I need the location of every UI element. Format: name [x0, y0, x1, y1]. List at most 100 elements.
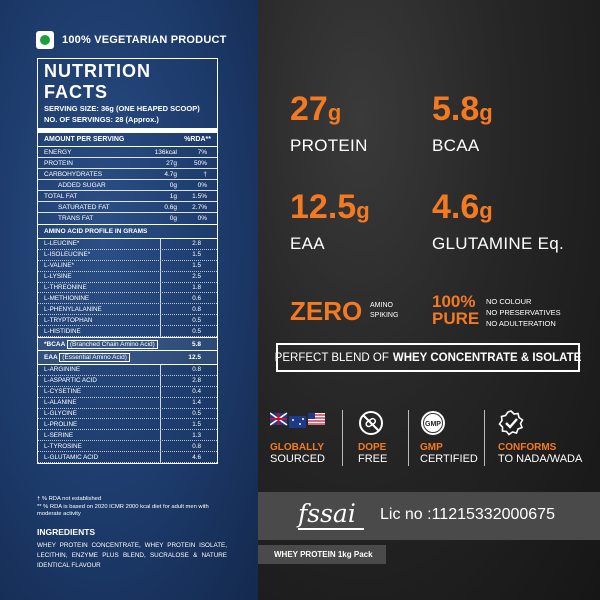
amino-value: 2.8 [192, 377, 201, 385]
stat-glutamine: 4.6g GLUTAMINE Eq. [432, 190, 564, 254]
nutrient-rda: † [203, 170, 207, 178]
amino-label: L-TRYPTOPHAN [44, 315, 161, 326]
amino-value: 1.4 [192, 399, 201, 407]
amino-title: AMINO ACID PROFILE IN GRAMS [38, 225, 217, 239]
blend-bold: WHEY CONCENTRATE & ISOLATE [392, 351, 582, 364]
stat-label: EAA [290, 234, 325, 253]
nutrition-panel: 100% VEGETARIAN PRODUCT NUTRITION FACTS … [0, 0, 258, 600]
amino-label: L-PHENYLALANINE [44, 304, 161, 315]
stat-unit: g [327, 100, 342, 125]
nutrient-label: SATURATED FAT [58, 203, 110, 211]
nutrition-header: AMOUNT PER SERVING %RDA** [38, 133, 217, 147]
amino-label: L-SERINE [44, 430, 161, 441]
amino-value: 0.8 [192, 305, 201, 313]
nutrient-row: SATURATED FAT 0.6g 2.7% [38, 202, 217, 213]
zero-heading: ZERO [290, 296, 363, 326]
bcaa-full: (Branched Chain Amino Acid) [66, 339, 158, 349]
amino-value: 0.5 [192, 316, 201, 324]
serving-size: SERVING SIZE: 36g (ONE HEAPED SCOOP) [44, 104, 200, 113]
nutrient-rda: 1.5% [192, 192, 207, 200]
badge-dope-free: DOPE FREE [358, 410, 387, 465]
nutrient-label: PROTEIN [44, 159, 73, 167]
amino-value: 1.8 [192, 284, 201, 291]
stat-protein: 27g PROTEIN [290, 92, 368, 156]
nutrition-title: NUTRITION FACTS [44, 61, 151, 102]
blend-prefix: PERFECT BLEND OF [274, 351, 389, 364]
stat-label: BCAA [432, 136, 480, 155]
amino-row: L-PROLINE 1.5 [38, 419, 217, 431]
amino-label: L-LYSINE [44, 271, 161, 282]
nutrient-rda: 0% [197, 181, 207, 189]
amino-value: 0.8 [192, 366, 201, 374]
nutrient-row: ADDED SUGAR 0g 0% [38, 180, 217, 191]
nutrient-amount: 27g [166, 159, 177, 167]
amino-label: L-VALINE* [44, 260, 161, 271]
fssai-strip [258, 492, 600, 540]
nutrient-amount: 0.6g [164, 203, 177, 211]
amino-value: 0.8 [192, 442, 201, 450]
nutrient-amount: 4.7g [164, 170, 177, 178]
header-rda: %RDA** [184, 136, 211, 143]
fssai-logo: fssai [298, 499, 356, 528]
stat-unit: g [479, 198, 493, 223]
amino-row: L-ASPARTIC ACID 2.8 [38, 375, 217, 387]
veg-label: 100% VEGETARIAN PRODUCT [62, 34, 227, 46]
stat-label: PROTEIN [290, 136, 368, 155]
eaa-row: EAA (Essential Amino Acid) 12.5 [38, 351, 217, 366]
amino-row: L-SERINE 1.3 [38, 430, 217, 442]
checkmark-badge-icon [498, 410, 582, 436]
amino-label: L-ALANINE [44, 397, 161, 408]
badge-nada-wada: CONFORMS TO NADA/WADA [498, 410, 582, 465]
amino-row: L-ARGININE 0.8 [38, 365, 217, 376]
pure-item: NO COLOUR [486, 297, 532, 306]
footnote-rda: † % RDA not established [37, 496, 102, 502]
amino-row: L-THREONINE 1.8 [38, 282, 217, 294]
amino-value: 1.5 [192, 251, 201, 259]
nutrient-row: ENERGY 136kcal 7% [38, 147, 217, 158]
bcaa-row: *BCAA (Branched Chain Amino Acid) 5.8 [38, 337, 217, 352]
no-drug-icon [358, 410, 387, 436]
amino-label: L-ARGININE [44, 365, 161, 375]
amino-value: 2.8 [192, 240, 201, 248]
amino-value: 0.5 [192, 327, 201, 335]
footnote-icmr: ** % RDA is based on 2020 ICMR 2000 kcal… [37, 503, 209, 518]
amino-label: L-PROLINE [44, 419, 161, 430]
amino-label: L-ASPARTIC ACID [44, 375, 161, 386]
stat-value: 12.5 [290, 188, 357, 226]
pure-item: NO PRESERVATIVES [486, 308, 561, 317]
amino-label: L-GLUTAMIC ACID [44, 452, 161, 463]
amino-row: L-CYSETINE 0.4 [38, 386, 217, 398]
divider [38, 128, 217, 133]
nutrient-label: TOTAL FAT [44, 192, 78, 200]
badge-title: CONFORMS [498, 442, 557, 453]
divider [408, 410, 409, 466]
amino-label: L-GLYCINE [44, 408, 161, 419]
amino-row: L-GLYCINE 0.5 [38, 408, 217, 420]
ingredients-text: WHEY PROTEIN CONCENTRATE, WHEY PROTEIN I… [37, 542, 227, 569]
footnotes: † % RDA not established ** % RDA is base… [37, 496, 232, 519]
stat-bcaa: 5.8g BCAA [432, 92, 493, 156]
zero-line1: AMINO [370, 302, 393, 309]
amino-label: L-CYSETINE [44, 386, 161, 397]
zero-subtext: AMINO SPIKING [370, 301, 398, 321]
nutrient-rda: 0% [197, 215, 207, 222]
amino-row: L-ISOLEUCINE* 1.5 [38, 249, 217, 261]
amino-row: L-GLUTAMIC ACID 4.6 [38, 452, 217, 464]
fssai-underline [298, 528, 364, 530]
bcaa-label: *BCAA [44, 340, 66, 348]
gmp-seal-text: GMP [425, 421, 441, 428]
amino-label: L-HISTIDINE [44, 326, 161, 337]
amino-row: L-HISTIDINE 0.5 [38, 326, 217, 338]
pure-item: NO ADULTERATION [486, 319, 556, 328]
amino-value: 1.5 [192, 420, 201, 428]
badge-sub: SOURCED [270, 453, 326, 465]
pure-list: NO COLOUR NO PRESERVATIVES NO ADULTERATI… [486, 296, 561, 329]
amino-row: L-LYSINE 2.5 [38, 271, 217, 283]
blend-banner: PERFECT BLEND OF WHEY CONCENTRATE & ISOL… [274, 343, 582, 372]
stat-unit: g [356, 198, 370, 223]
pack-label: WHEY PROTEIN 1kg Pack [258, 545, 386, 564]
stat-value: 4.6 [432, 188, 480, 226]
nutrient-label: ENERGY [44, 148, 72, 156]
amino-value: 1.3 [192, 431, 201, 439]
pure-line1: 100% [432, 292, 476, 311]
